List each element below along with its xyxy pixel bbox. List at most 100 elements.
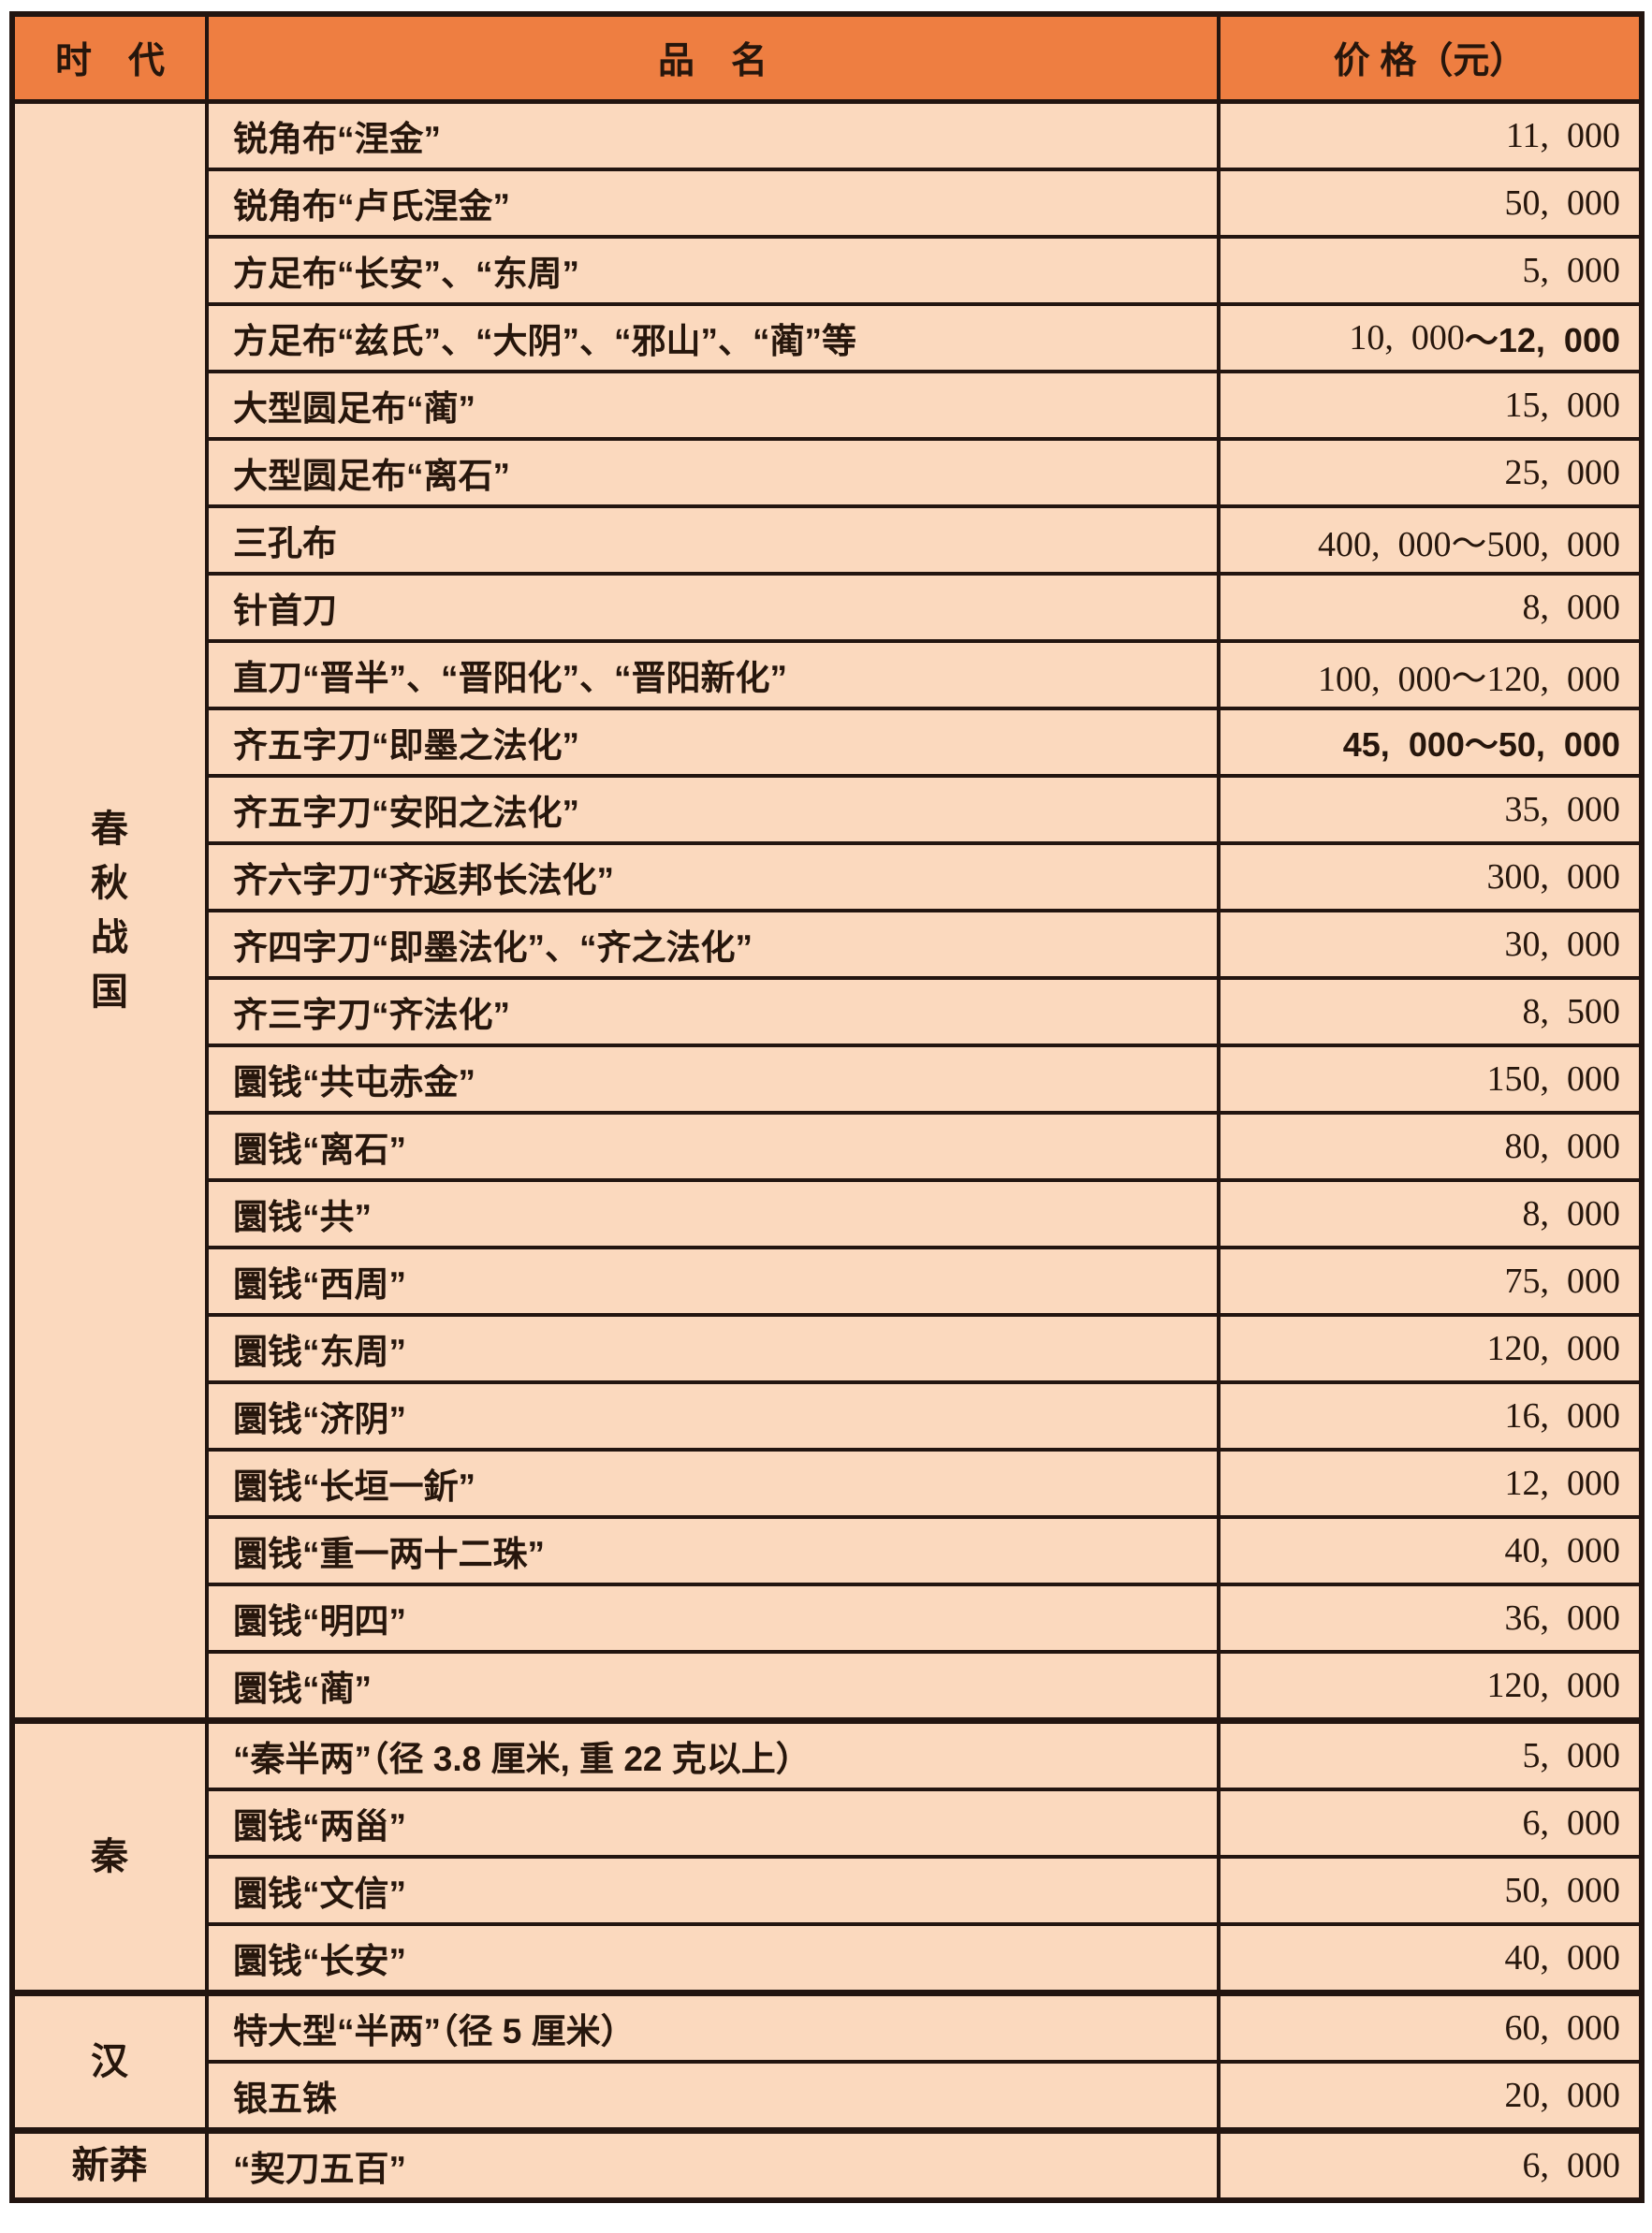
price-cell: 8, 000	[1221, 576, 1639, 639]
price-value: 50, 000	[1504, 1871, 1621, 1910]
price-cell: 40, 000	[1221, 1519, 1639, 1583]
item-name-cell: 锐角布“涅金”	[209, 104, 1221, 168]
price-cell: 10, 000 ～12, 000	[1221, 306, 1639, 370]
price-value: 35, 000	[1504, 790, 1621, 829]
era-section: 新莽 “契刀五百” 6, 000	[15, 2127, 1639, 2197]
item-name-cell: 圜钱“离石”	[209, 1115, 1221, 1178]
item-name-cell: 特大型“半两”（径 5 厘米）	[209, 1996, 1221, 2060]
table-row: 大型圆足布“离石” 25, 000	[209, 437, 1639, 504]
table-row: “秦半两”（径 3.8 厘米, 重 22 克以上） 5, 000	[209, 1724, 1639, 1788]
price-value: 40, 000	[1504, 1531, 1621, 1570]
price-cell: 120, 000	[1221, 1317, 1639, 1380]
item-name-cell: “秦半两”（径 3.8 厘米, 重 22 克以上）	[209, 1724, 1221, 1788]
price-cell: 6, 000	[1221, 1791, 1639, 1855]
item-name-cell: 大型圆足布“离石”	[209, 441, 1221, 504]
table-row: “契刀五百” 6, 000	[209, 2134, 1639, 2197]
table-row: 圜钱“两甾” 6, 000	[209, 1788, 1639, 1855]
price-cell: 20, 000	[1221, 2064, 1639, 2127]
price-value: 75, 000	[1504, 1262, 1621, 1301]
price-cell: 300, 000	[1221, 845, 1639, 909]
item-name-cell: 圜钱“文信”	[209, 1859, 1221, 1922]
item-name-cell: 圜钱“东周”	[209, 1317, 1221, 1380]
era-label-line: 战	[91, 917, 129, 958]
price-cell: 5, 000	[1221, 1724, 1639, 1788]
item-name-cell: 齐三字刀“齐法化”	[209, 980, 1221, 1044]
price-cell: 8, 000	[1221, 1182, 1639, 1246]
era-label-line: 国	[91, 971, 129, 1013]
table-row: 方足布“兹氏”、“大阴”、“邪山”、“蔺”等 10, 000 ～12, 000	[209, 302, 1639, 370]
price-value: 50, 000	[1504, 183, 1621, 223]
item-name-cell: 锐角布“卢氏涅金”	[209, 171, 1221, 235]
price-value: ～12, 000	[1464, 321, 1620, 359]
coin-price-table: 时 代 品 名 价 格（元） 春秋战国锐角布“涅金” 11, 000 锐角布“卢氏涅…	[9, 11, 1645, 2203]
price-value: 20, 000	[1504, 2076, 1621, 2115]
table-row: 圜钱“离石” 80, 000	[209, 1111, 1639, 1178]
table-row: 齐三字刀“齐法化” 8, 500	[209, 976, 1639, 1044]
table-row: 银五铢 20, 000	[209, 2060, 1639, 2127]
price-cell: 50, 000	[1221, 1859, 1639, 1922]
item-name-cell: 圜钱“共屯赤金”	[209, 1047, 1221, 1111]
table-header-row: 时 代 品 名 价 格（元）	[15, 17, 1639, 104]
table-row: 圜钱“东周” 120, 000	[209, 1313, 1639, 1380]
price-value: 6, 000	[1522, 1803, 1621, 1843]
price-value: 40, 000	[1504, 1938, 1621, 1978]
price-cell: 40, 000	[1221, 1926, 1639, 1990]
price-cell: 6, 000	[1221, 2134, 1639, 2197]
era-section: 春秋战国锐角布“涅金” 11, 000 锐角布“卢氏涅金” 50, 000 方足布“长安…	[15, 104, 1639, 1717]
price-value: 30, 000	[1504, 925, 1621, 964]
item-name-cell: 圜钱“西周”	[209, 1249, 1221, 1313]
table-row: 锐角布“涅金” 11, 000	[209, 104, 1639, 168]
price-value: 11, 000	[1505, 116, 1620, 155]
price-cell: 120, 000	[1221, 1654, 1639, 1717]
era-label: 汉	[15, 1996, 209, 2127]
item-name-cell: “契刀五百”	[209, 2134, 1221, 2197]
table-row: 方足布“长安”、“东周” 5, 000	[209, 235, 1639, 302]
price-value: 8, 000	[1522, 588, 1621, 627]
item-name-cell: 圜钱“共”	[209, 1182, 1221, 1246]
era-label-line: 新莽	[71, 2145, 149, 2186]
price-cell: 36, 000	[1221, 1586, 1639, 1650]
price-value: 25, 000	[1504, 453, 1621, 492]
price-value: 16, 000	[1504, 1396, 1621, 1436]
table-row: 锐角布“卢氏涅金” 50, 000	[209, 168, 1639, 235]
table-row: 针首刀 8, 000	[209, 572, 1639, 639]
price-cell: 12, 000	[1221, 1452, 1639, 1515]
price-cell: 400, 000～500, 000	[1221, 508, 1639, 572]
table-row: 圜钱“明四” 36, 000	[209, 1583, 1639, 1650]
table-row: 齐四字刀“即墨法化”、“齐之法化” 30, 000	[209, 909, 1639, 976]
era-label-line: 秦	[91, 1836, 129, 1877]
price-cell: 11, 000	[1221, 104, 1639, 168]
era-label: 新莽	[15, 2134, 209, 2197]
price-value: 36, 000	[1504, 1598, 1621, 1638]
price-cell: 8, 500	[1221, 980, 1639, 1044]
era-label-line: 春	[91, 809, 129, 850]
table-row: 圜钱“共” 8, 000	[209, 1178, 1639, 1246]
table-row: 特大型“半两”（径 5 厘米） 60, 000	[209, 1996, 1639, 2060]
item-name-cell: 三孔布	[209, 508, 1221, 572]
price-cell: 80, 000	[1221, 1115, 1639, 1178]
price-value: 120, 000	[1486, 1666, 1621, 1705]
header-item-name: 品 名	[209, 17, 1221, 99]
table-row: 齐六字刀“齐返邦长法化” 300, 000	[209, 841, 1639, 909]
table-row: 圜钱“文信” 50, 000	[209, 1855, 1639, 1922]
price-cell: 16, 000	[1221, 1384, 1639, 1448]
price-value: 100, 000～120, 000	[1317, 659, 1620, 699]
price-value: 15, 000	[1504, 386, 1621, 425]
price-cell: 100, 000～120, 000	[1221, 643, 1639, 707]
table-row: 圜钱“重一两十二珠” 40, 000	[209, 1515, 1639, 1583]
table-row: 圜钱“蔺” 120, 000	[209, 1650, 1639, 1717]
item-name-cell: 针首刀	[209, 576, 1221, 639]
price-value: 10, 000	[1349, 318, 1465, 358]
price-cell: 150, 000	[1221, 1047, 1639, 1111]
header-price: 价 格（元）	[1333, 41, 1527, 81]
price-cell: 30, 000	[1221, 912, 1639, 976]
price-value: 5, 000	[1522, 251, 1621, 290]
price-value: 400, 000～500, 000	[1317, 524, 1620, 564]
price-cell: 25, 000	[1221, 441, 1639, 504]
era-label: 春秋战国	[15, 104, 209, 1717]
table-row: 直刀“晋半”、“晋阳化”、“晋阳新化” 100, 000～120, 000	[209, 639, 1639, 707]
item-name-cell: 圜钱“明四”	[209, 1586, 1221, 1650]
table-row: 圜钱“西周” 75, 000	[209, 1246, 1639, 1313]
table-row: 圜钱“济阴” 16, 000	[209, 1380, 1639, 1448]
price-cell: 15, 000	[1221, 373, 1639, 437]
